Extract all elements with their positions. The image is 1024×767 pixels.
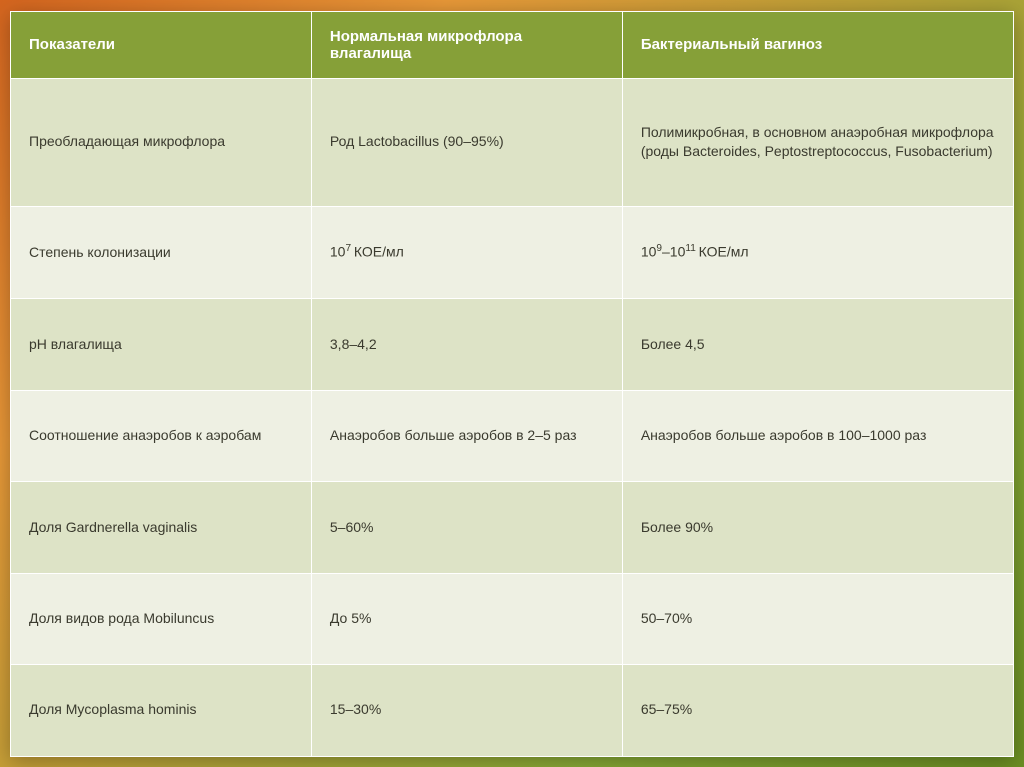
table-row: Доля Mycoplasma hominis 15–30% 65–75% <box>11 665 1014 756</box>
cell-vaginosis: 109–1011 КОЕ/мл <box>622 206 1013 299</box>
table-row: рН влагалища 3,8–4,2 Более 4,5 <box>11 299 1014 390</box>
cell-normal: Анаэробов больше аэробов в 2–5 раз <box>311 390 622 481</box>
table-row: Преобладающая микрофлора Род Lactobacill… <box>11 78 1014 206</box>
cell-vaginosis: Более 4,5 <box>622 299 1013 390</box>
cell-label: Доля видов рода Mobiluncus <box>11 573 312 664</box>
cell-label: Доля Mycoplasma hominis <box>11 665 312 756</box>
col-header-vaginosis: Бактериальный вагиноз <box>622 11 1013 78</box>
table-body: Преобладающая микрофлора Род Lactobacill… <box>11 78 1014 756</box>
cell-normal: Род Lactobacillus (90–95%) <box>311 78 622 206</box>
cell-label: Соотношение анаэробов к аэробам <box>11 390 312 481</box>
cell-label: Доля Gardnerella vaginalis <box>11 482 312 573</box>
table-header-row: Показатели Нормальная микрофлора влагали… <box>11 11 1014 78</box>
cell-vaginosis: Полимикробная, в основном анаэробная мик… <box>622 78 1013 206</box>
cell-normal: 107 КОЕ/мл <box>311 206 622 299</box>
cell-vaginosis: Более 90% <box>622 482 1013 573</box>
slide-container: Показатели Нормальная микрофлора влагали… <box>10 11 1014 757</box>
table-row: Степень колонизации 107 КОЕ/мл 109–1011 … <box>11 206 1014 299</box>
table-row: Соотношение анаэробов к аэробам Анаэробо… <box>11 390 1014 481</box>
comparison-table: Показатели Нормальная микрофлора влагали… <box>10 11 1014 757</box>
cell-vaginosis: 65–75% <box>622 665 1013 756</box>
cell-label: Степень колонизации <box>11 206 312 299</box>
cell-normal: До 5% <box>311 573 622 664</box>
col-header-indicator: Показатели <box>11 11 312 78</box>
cell-normal: 3,8–4,2 <box>311 299 622 390</box>
cell-label: Преобладающая микрофлора <box>11 78 312 206</box>
cell-normal: 15–30% <box>311 665 622 756</box>
cell-label: рН влагалища <box>11 299 312 390</box>
table-row: Доля видов рода Mobiluncus До 5% 50–70% <box>11 573 1014 664</box>
cell-vaginosis: 50–70% <box>622 573 1013 664</box>
cell-vaginosis: Анаэробов больше аэробов в 100–1000 раз <box>622 390 1013 481</box>
col-header-normal: Нормальная микрофлора влагалища <box>311 11 622 78</box>
table-row: Доля Gardnerella vaginalis 5–60% Более 9… <box>11 482 1014 573</box>
cell-normal: 5–60% <box>311 482 622 573</box>
